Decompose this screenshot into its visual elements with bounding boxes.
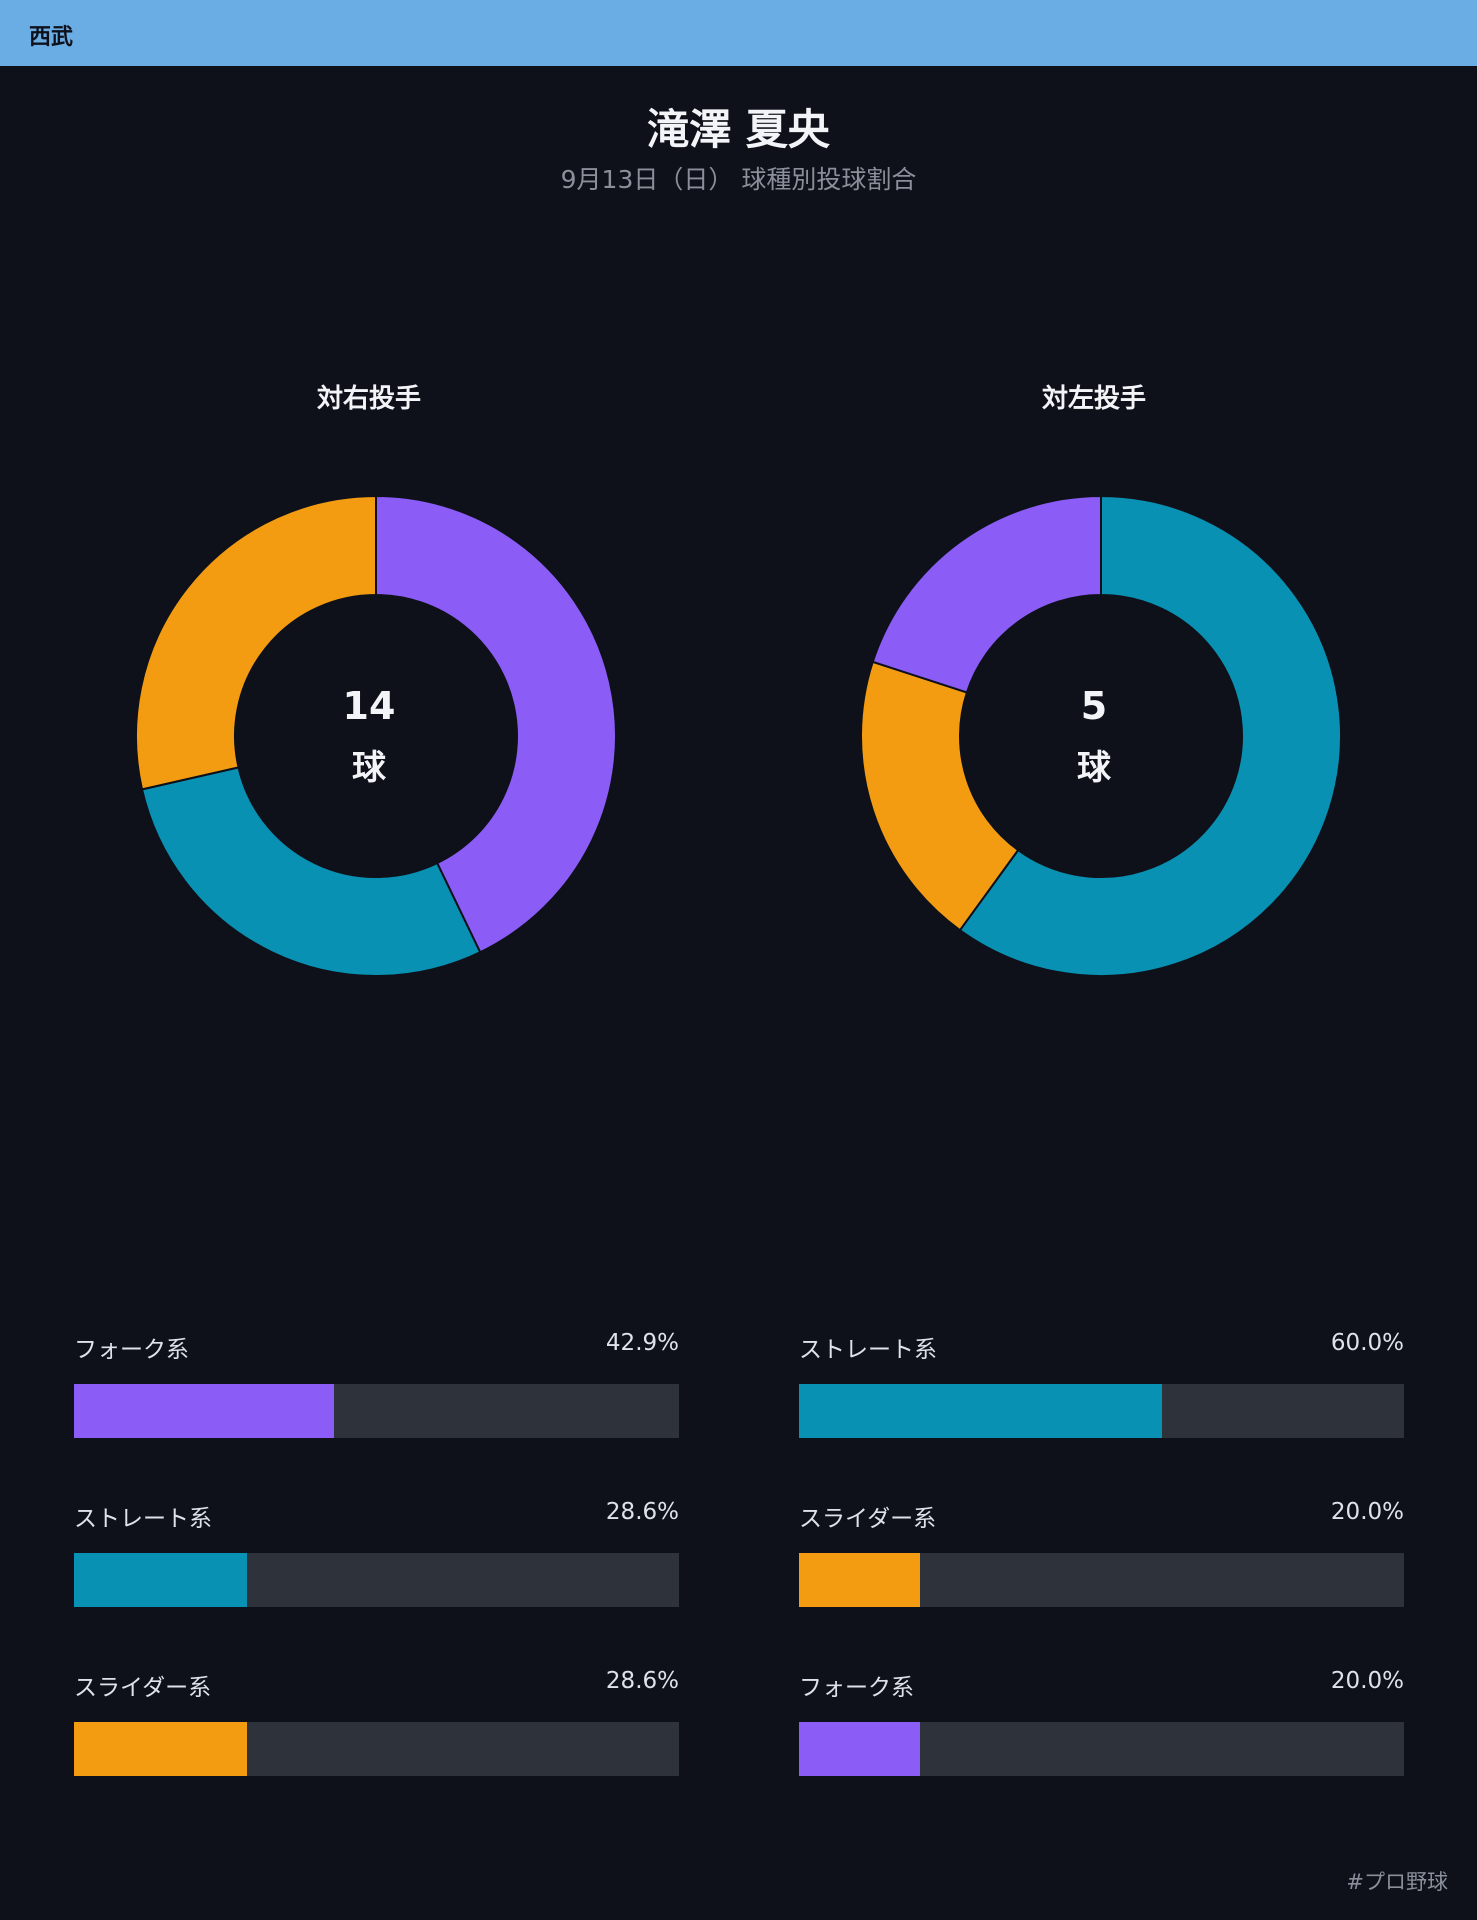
- bar-fill: [74, 1384, 334, 1438]
- pitch-count-unit: 球: [352, 748, 386, 788]
- donut-chart-vs-left: [860, 494, 1342, 977]
- pitch-type-label: スライダー系: [74, 1675, 212, 1701]
- pitch-percent-label: 60.0%: [1330, 1330, 1404, 1356]
- bar-track: [74, 1553, 679, 1607]
- pitch-count: 14: [342, 684, 396, 728]
- hashtag-label: #プロ野球: [1346, 1870, 1448, 1894]
- pitch-percent-label: 28.6%: [605, 1668, 679, 1694]
- bar-fill: [799, 1722, 920, 1776]
- bar-row: ストレート系 60.0%: [799, 1330, 1404, 1499]
- panel-vs-left: 対左投手 5 球: [725, 0, 1463, 1000]
- bar-track: [74, 1722, 679, 1776]
- pitch-count-unit: 球: [1077, 748, 1111, 788]
- donut-slice-1: [140, 766, 482, 977]
- panel-vs-right: 対右投手 14 球: [0, 0, 738, 1000]
- chart-subtitle: 9月13日（日） 球種別投球割合: [560, 165, 917, 194]
- player-name: 滝澤 夏央: [647, 105, 830, 154]
- bar-row: フォーク系 42.9%: [74, 1330, 679, 1499]
- pitch-type-label: フォーク系: [74, 1337, 189, 1363]
- bar-row: フォーク系 20.0%: [799, 1668, 1404, 1837]
- donut-slice-2: [871, 494, 1102, 694]
- bar-fill: [74, 1722, 248, 1776]
- donut-slice-2: [135, 494, 377, 791]
- bar-track: [799, 1553, 1404, 1607]
- donut-slice-0: [375, 494, 617, 954]
- bar-row: スライダー系 28.6%: [74, 1668, 679, 1837]
- pitch-type-label: フォーク系: [799, 1675, 914, 1701]
- donut-slice-1: [860, 660, 1020, 932]
- bar-track: [799, 1384, 1404, 1438]
- bar-fill: [799, 1553, 920, 1607]
- bar-fill: [74, 1553, 248, 1607]
- bar-track: [799, 1722, 1404, 1776]
- pitch-type-label: ストレート系: [74, 1506, 212, 1532]
- bar-fill: [799, 1384, 1162, 1438]
- pitch-count: 5: [1080, 684, 1108, 728]
- donut-slice-0: [958, 494, 1342, 977]
- pitch-percent-label: 28.6%: [605, 1499, 679, 1525]
- bar-track: [74, 1384, 679, 1438]
- panel-title: 対左投手: [1041, 384, 1146, 414]
- donut-chart-vs-right: [135, 494, 617, 977]
- pitch-percent-label: 20.0%: [1330, 1668, 1404, 1694]
- header-bar: 西武: [0, 0, 1477, 66]
- pitch-type-label: ストレート系: [799, 1337, 937, 1363]
- pitch-type-label: スライダー系: [799, 1506, 937, 1532]
- pitch-percent-label: 20.0%: [1330, 1499, 1404, 1525]
- panel-title: 対右投手: [316, 384, 421, 414]
- bar-list-vs-left: ストレート系 60.0% スライダー系 20.0% フォーク系 20.0%: [799, 1330, 1404, 1837]
- bar-list-vs-right: フォーク系 42.9% ストレート系 28.6% スライダー系 28.6%: [74, 1330, 679, 1837]
- pitch-percent-label: 42.9%: [605, 1330, 679, 1356]
- team-name: 西武: [29, 25, 74, 50]
- bar-row: ストレート系 28.6%: [74, 1499, 679, 1668]
- bar-row: スライダー系 20.0%: [799, 1499, 1404, 1668]
